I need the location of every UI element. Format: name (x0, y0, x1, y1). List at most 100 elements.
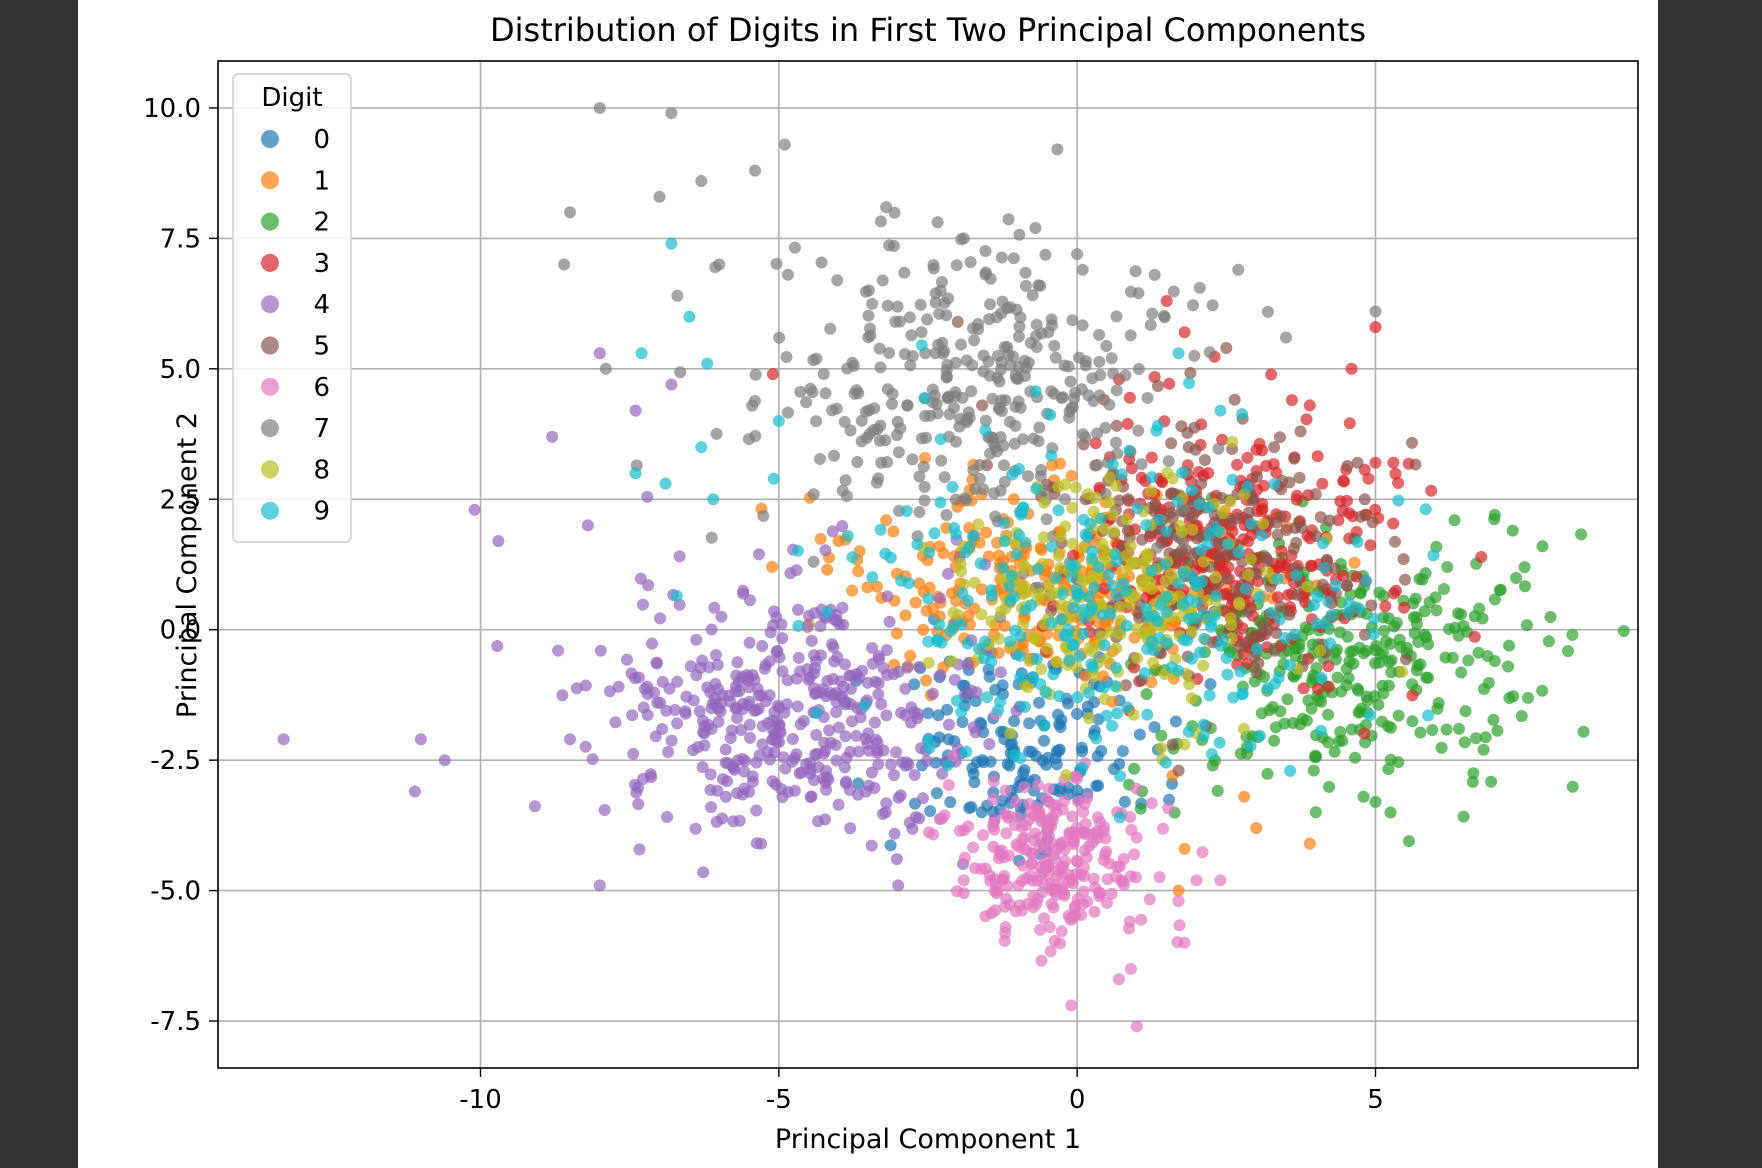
data-point (1114, 628, 1127, 641)
data-point (1115, 468, 1128, 481)
data-point (1109, 548, 1122, 561)
data-point (593, 879, 606, 892)
data-point (790, 564, 803, 577)
data-point (1348, 556, 1361, 569)
data-point (1360, 575, 1373, 587)
data-point (1212, 538, 1225, 551)
data-point (1190, 874, 1203, 887)
data-point (824, 322, 837, 335)
data-point (940, 509, 953, 521)
data-point (862, 309, 875, 322)
data-point (994, 363, 1007, 376)
data-point (1241, 480, 1254, 493)
data-point (727, 815, 740, 828)
data-point (1268, 478, 1281, 490)
data-point (861, 676, 874, 689)
data-point (1409, 592, 1422, 605)
data-point (980, 526, 992, 539)
data-point (711, 658, 724, 671)
data-point (984, 755, 997, 768)
data-point (927, 262, 940, 275)
data-point (1476, 612, 1489, 625)
data-point (1324, 637, 1337, 650)
data-point (845, 682, 857, 695)
data-point (1311, 683, 1324, 695)
data-point (1239, 582, 1252, 595)
data-point (1378, 624, 1391, 637)
data-point (1225, 619, 1238, 632)
data-point (863, 404, 876, 417)
data-point (1389, 467, 1402, 480)
data-point (1253, 729, 1266, 742)
data-point (969, 726, 982, 739)
data-point (975, 806, 988, 819)
data-point (876, 274, 889, 287)
data-point (636, 598, 649, 611)
data-point (934, 669, 947, 681)
data-point (1197, 729, 1210, 742)
data-point (1094, 816, 1106, 828)
data-point (1491, 724, 1504, 737)
data-point (918, 480, 931, 493)
series-7 (558, 102, 1382, 627)
data-point (629, 467, 642, 480)
data-point (889, 315, 902, 328)
data-point (1353, 602, 1366, 615)
data-point (1077, 627, 1090, 640)
data-point (1220, 651, 1233, 664)
data-point (837, 618, 850, 631)
data-point (1544, 611, 1557, 623)
data-point (491, 640, 504, 652)
x-tick-label: -5 (766, 1085, 792, 1115)
data-point (792, 651, 805, 664)
data-point (884, 839, 897, 852)
data-point (764, 626, 777, 639)
data-point (1131, 502, 1144, 515)
data-point (1160, 295, 1173, 307)
data-point (1488, 593, 1501, 606)
data-point (1067, 838, 1080, 851)
data-point (1475, 551, 1488, 563)
data-point (844, 822, 857, 835)
data-point (1023, 745, 1036, 758)
data-point (707, 493, 720, 506)
data-point (1105, 352, 1118, 365)
data-point (1079, 359, 1092, 372)
data-point (1081, 791, 1094, 804)
data-point (1270, 627, 1283, 639)
data-point (683, 310, 696, 323)
data-point (673, 550, 686, 563)
data-point (1210, 589, 1223, 602)
data-point (938, 297, 951, 309)
data-point (956, 391, 969, 404)
data-point (887, 525, 900, 538)
data-point (651, 696, 664, 709)
data-point (1232, 546, 1245, 559)
data-point (1055, 613, 1068, 626)
data-point (1455, 666, 1468, 679)
data-point (903, 816, 916, 829)
data-point (979, 414, 992, 427)
data-point (972, 323, 985, 336)
data-point (972, 518, 985, 531)
data-point (1302, 694, 1315, 707)
data-point (973, 459, 986, 471)
data-point (960, 494, 973, 507)
data-point (1265, 368, 1278, 381)
data-point (917, 623, 930, 636)
data-point (976, 399, 989, 412)
y-tick-label: 2.5 (160, 485, 201, 515)
data-point (972, 642, 985, 655)
data-point (1162, 802, 1175, 815)
data-point (998, 535, 1011, 548)
y-tick-label: 5.0 (160, 355, 201, 385)
data-point (992, 349, 1004, 362)
data-point (1029, 633, 1042, 646)
data-point (1110, 661, 1123, 674)
data-point (1066, 810, 1079, 823)
data-point (1097, 681, 1110, 694)
data-point (975, 608, 988, 621)
data-point (1575, 528, 1588, 541)
data-point (830, 754, 843, 767)
data-point (854, 711, 867, 724)
